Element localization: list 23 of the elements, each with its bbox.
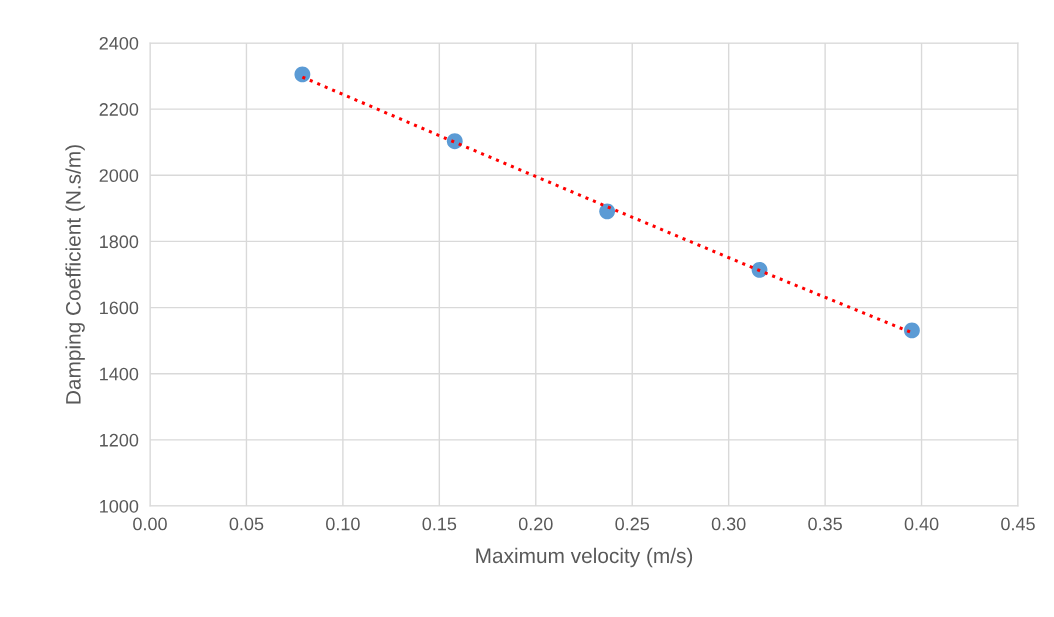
x-tick-label: 0.25 <box>615 517 650 531</box>
x-tick-label: 0.35 <box>808 517 842 531</box>
y-tick-label: 1400 <box>100 367 139 381</box>
y-tick-label: 1200 <box>100 433 139 447</box>
x-tick-label: 0.30 <box>711 517 746 531</box>
y-axis-title: Damping Coefficient (N.s/m) <box>65 145 85 404</box>
y-tick-label: 1000 <box>100 499 139 513</box>
y-tick-label: 1800 <box>100 235 139 249</box>
x-tick-label: 0.20 <box>518 517 553 531</box>
x-tick-label: 0.45 <box>1001 517 1035 531</box>
x-tick-label: 0.15 <box>422 517 457 531</box>
point <box>903 322 920 339</box>
y-tick-label: 2200 <box>99 103 139 116</box>
point <box>294 66 311 83</box>
y-tick-label: 1600 <box>100 301 139 315</box>
x-axis-title: Maximum velocity (m/s) <box>476 547 693 568</box>
x-tick-label: 0.40 <box>904 517 939 531</box>
x-tick-label: 0.05 <box>229 517 264 531</box>
x-tick-label: 0.10 <box>326 517 360 531</box>
y-tick-label: 2400 <box>99 36 139 50</box>
x-tick-label: 0.00 <box>133 517 167 531</box>
y-tick-label: 2000 <box>99 169 139 183</box>
point <box>599 203 616 220</box>
